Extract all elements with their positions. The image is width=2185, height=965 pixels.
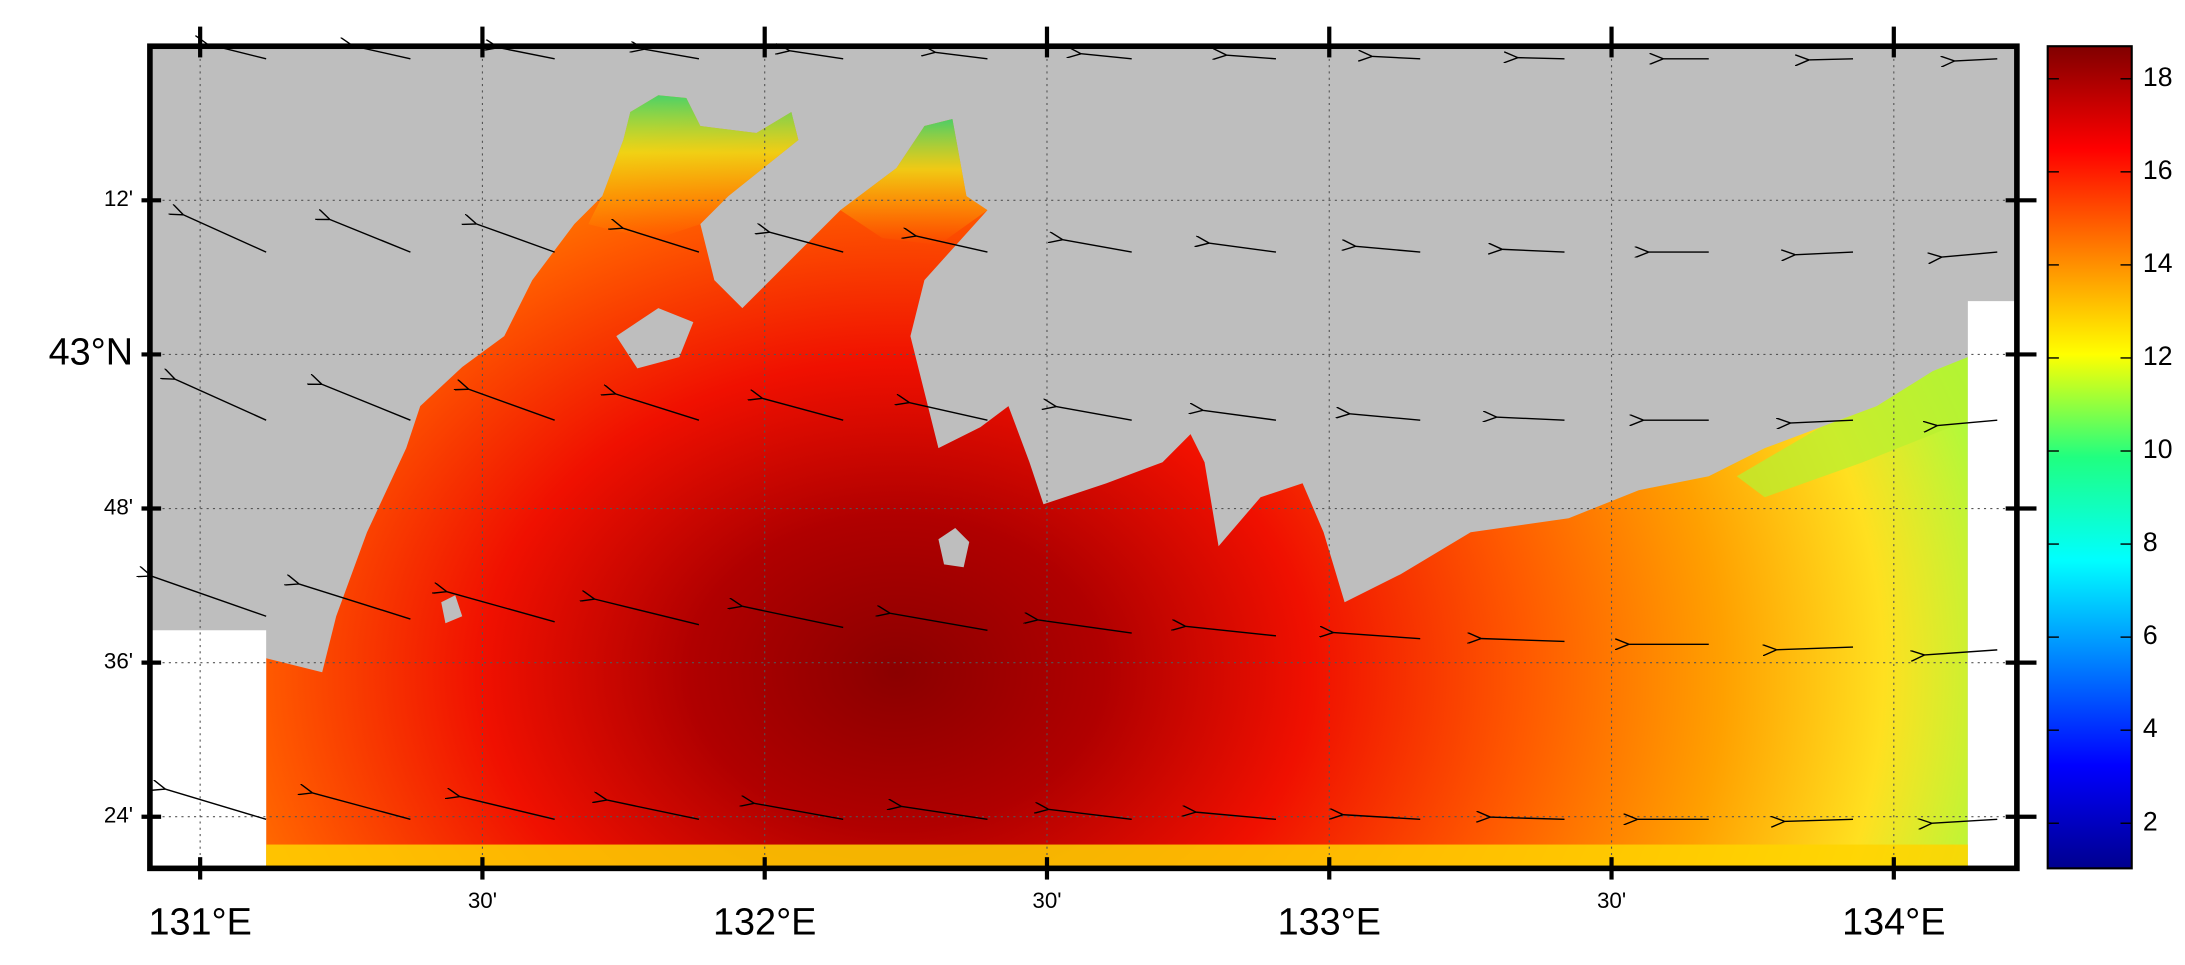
vector-arrow	[1936, 419, 1998, 426]
vector-arrow	[1789, 420, 1854, 423]
x-tick-label: 134°E	[1842, 901, 1945, 943]
sea-coast-tint	[1736, 357, 1968, 498]
vector-arrow	[311, 793, 411, 821]
x-tick-label: 132°E	[713, 901, 816, 943]
vector-arrow	[445, 591, 555, 623]
vector-arrow	[761, 398, 844, 421]
grid	[149, 46, 2017, 869]
vector-arrow	[1931, 819, 1998, 823]
colorbar-tick-label: 12	[2143, 341, 2173, 371]
vector-arrow	[458, 796, 555, 821]
sea-coast-tint	[588, 95, 799, 239]
vector-arrow	[643, 49, 700, 60]
vector-arrow	[622, 228, 700, 253]
map-frame	[147, 43, 2020, 872]
x-tick-label: 30'	[1597, 888, 1626, 913]
vector-arrow	[915, 236, 988, 253]
x-tick-label: 30'	[468, 888, 497, 913]
vector-arrow	[614, 393, 700, 421]
vector-arrow	[329, 219, 411, 253]
y-tick-label: 12'	[104, 186, 133, 211]
vector-arrow	[1480, 639, 1565, 642]
colorbar-frame	[2046, 45, 2133, 870]
colorbar-tick-label: 6	[2143, 620, 2158, 650]
sea-edge	[266, 844, 1968, 869]
vector-arrow	[1794, 252, 1854, 255]
map-area	[147, 43, 2020, 872]
vector-arrow	[467, 389, 555, 421]
vector-arrow	[741, 606, 844, 629]
vector-arrow	[1371, 56, 1421, 58]
vector-arrow	[934, 52, 988, 60]
vector-arrow	[1047, 809, 1132, 821]
vector-arrow	[1202, 410, 1277, 421]
vector-arrow	[1775, 647, 1854, 650]
sea	[266, 95, 1968, 869]
vector-arrow	[1495, 417, 1565, 420]
vector-arrow	[1783, 819, 1854, 821]
x-tick-label: 30'	[1032, 888, 1061, 913]
vector-arrow	[1501, 249, 1565, 252]
vector-arrow	[164, 789, 267, 821]
vector-arrow	[1332, 632, 1421, 640]
vector-arrow	[321, 384, 411, 421]
x-tick-label: 131°E	[148, 901, 251, 943]
vector-arrow	[1348, 414, 1421, 421]
vector-arrow	[298, 584, 411, 620]
vector-arrow	[497, 47, 555, 60]
vector-arrow	[1080, 54, 1132, 60]
y-tick-label: 24'	[104, 803, 133, 828]
colorbar-tick-label: 8	[2143, 527, 2158, 557]
colorbar-tick-label: 18	[2143, 62, 2173, 92]
colorbar-gradient	[2047, 46, 2132, 869]
vector-arrow	[788, 51, 844, 60]
axis-labels: 131°E 30' 132°E 30' 133°E 30' 134°E 12' 43°N 48' 3…	[49, 26, 2037, 943]
vector-arrow	[753, 803, 844, 821]
vector-arrow	[1489, 817, 1565, 819]
vector-arrow	[1940, 251, 1998, 257]
vector-arrow	[1184, 626, 1277, 637]
vector-arrow	[1061, 239, 1132, 253]
vector-arrow	[1208, 243, 1277, 253]
colorbar-tick-label: 16	[2143, 155, 2173, 185]
y-tick-label: 48'	[104, 494, 133, 519]
x-tick-label: 133°E	[1278, 901, 1381, 943]
vector-arrow	[908, 402, 988, 421]
vector-arrow	[606, 800, 700, 821]
vector-arrow	[889, 613, 988, 631]
y-tick-label: 36'	[104, 649, 133, 674]
vector-arrow	[1516, 58, 1565, 59]
colorbar: 2 4 6 8 10 12 14 16 18	[2046, 45, 2173, 870]
vector-arrow	[182, 214, 267, 253]
sea-coast-tint	[840, 119, 988, 246]
colorbar-tick-label: 4	[2143, 713, 2158, 743]
vector-arrow	[900, 806, 988, 821]
no-data	[149, 630, 267, 869]
vector-arrow	[1953, 59, 1998, 61]
vector-arrow	[1036, 620, 1132, 634]
colorbar-tick-label: 2	[2143, 806, 2158, 836]
vector-arrow	[1808, 59, 1854, 60]
vector-arrow	[1055, 406, 1132, 421]
vector-arrow	[174, 379, 267, 421]
no-data	[1967, 301, 2017, 869]
vector-arrow	[593, 599, 700, 626]
colorbar-tick-label: 14	[2143, 248, 2173, 278]
vector-arrow	[1194, 812, 1277, 821]
vector-arrow	[1354, 246, 1421, 253]
vector-arrow	[768, 232, 844, 253]
y-tick-label: 43°N	[49, 331, 133, 373]
vector-arrow	[150, 576, 267, 617]
vector-arrow	[1225, 55, 1277, 59]
colorbar-tick-label: 10	[2143, 434, 2173, 464]
vector-arrow	[1342, 815, 1421, 820]
vector-arrow	[475, 223, 555, 253]
vector-arrow	[1923, 649, 1998, 655]
